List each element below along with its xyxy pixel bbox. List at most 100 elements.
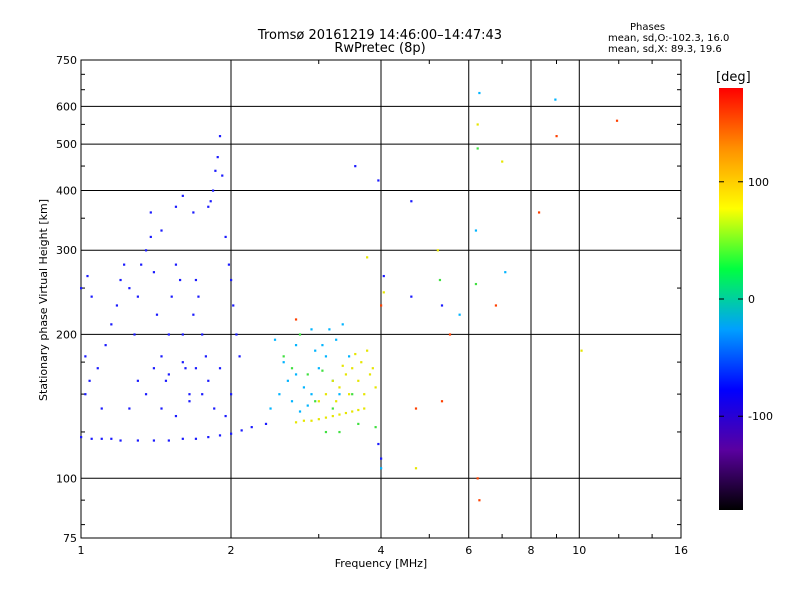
data-point [178,278,182,282]
data-point [474,282,478,286]
data-point [100,407,103,410]
data-point [414,467,418,470]
data-point [104,344,107,347]
data-point [290,367,294,370]
data-point [194,367,198,370]
data-point [324,355,328,358]
data-point [88,379,91,382]
data-point [380,304,383,307]
data-point [294,344,298,347]
data-point [436,249,439,252]
data-point [144,249,148,252]
data-point [380,457,383,460]
data-point [174,414,178,418]
axis-ticks: 1 2 4 6 8 10 16 75 100 200 300 400 500 600 750 [56,54,688,557]
data-point [314,400,317,403]
x-tick-label: 2 [228,544,235,557]
data-point [80,435,83,439]
x-tick-label: 4 [378,544,385,557]
data-point [335,338,338,341]
data-point [347,355,351,358]
data-point [181,437,184,440]
data-point [136,295,139,298]
data-point [90,437,93,440]
data-point [133,333,136,336]
data-point [478,499,481,502]
data-point [555,135,558,138]
data-point [214,169,217,172]
data-point [170,295,173,298]
data-point [218,367,222,370]
data-point [192,211,195,214]
data-point [310,328,313,331]
data-point [164,379,168,382]
data-point [201,393,204,396]
data-point [84,355,87,358]
data-point [100,437,103,440]
y-tick-label: 300 [56,244,77,257]
data-point [341,364,344,367]
data-point [264,422,268,426]
data-point [302,386,306,389]
data-point [136,379,139,382]
data-point [321,369,324,372]
data-point [167,333,170,336]
data-point [324,416,328,419]
data-point [448,333,452,336]
data-point [160,229,163,232]
data-point [414,407,418,410]
data-point [474,229,478,232]
data-point [476,123,479,126]
data-point [278,393,281,396]
data-point [286,379,289,382]
data-point [167,373,170,376]
grid-lines [81,60,681,538]
data-point [282,361,285,364]
data-point [160,407,163,410]
data-point [321,344,324,347]
y-tick-label: 400 [56,184,77,197]
data-point [115,304,119,307]
data-point [357,379,360,382]
data-point [374,426,377,429]
data-point [181,333,184,336]
data-point [580,349,583,352]
data-point [310,419,313,422]
data-point [181,194,184,197]
data-point [152,439,156,442]
data-point [230,393,233,396]
data-point [377,442,380,446]
data-point [317,418,320,421]
data-point [250,426,253,429]
data-point [344,411,348,415]
data-point [188,393,191,396]
data-point [209,200,212,203]
data-point [478,91,481,95]
data-point [282,355,285,358]
y-tick-label: 100 [56,472,77,485]
data-point [338,413,341,416]
data-point [227,263,231,266]
data-point [351,393,354,396]
data-point [298,333,302,336]
data-point [174,263,178,266]
data-point [152,271,156,274]
data-point [501,160,504,163]
x-tick-label: 16 [674,544,688,557]
data-point [354,352,357,356]
data-point [149,211,152,214]
data-point [181,361,184,364]
colorbar-tick-label: 100 [748,176,769,189]
data-point [331,379,334,382]
data-point [382,274,385,278]
data-point [368,373,372,376]
data-point [224,235,227,239]
data-point [201,333,204,336]
data-point [96,367,99,370]
data-point [128,407,131,410]
data-point [380,467,383,470]
data-point [86,274,89,278]
data-point [240,429,243,432]
data-point [317,400,320,403]
data-point [440,400,444,403]
